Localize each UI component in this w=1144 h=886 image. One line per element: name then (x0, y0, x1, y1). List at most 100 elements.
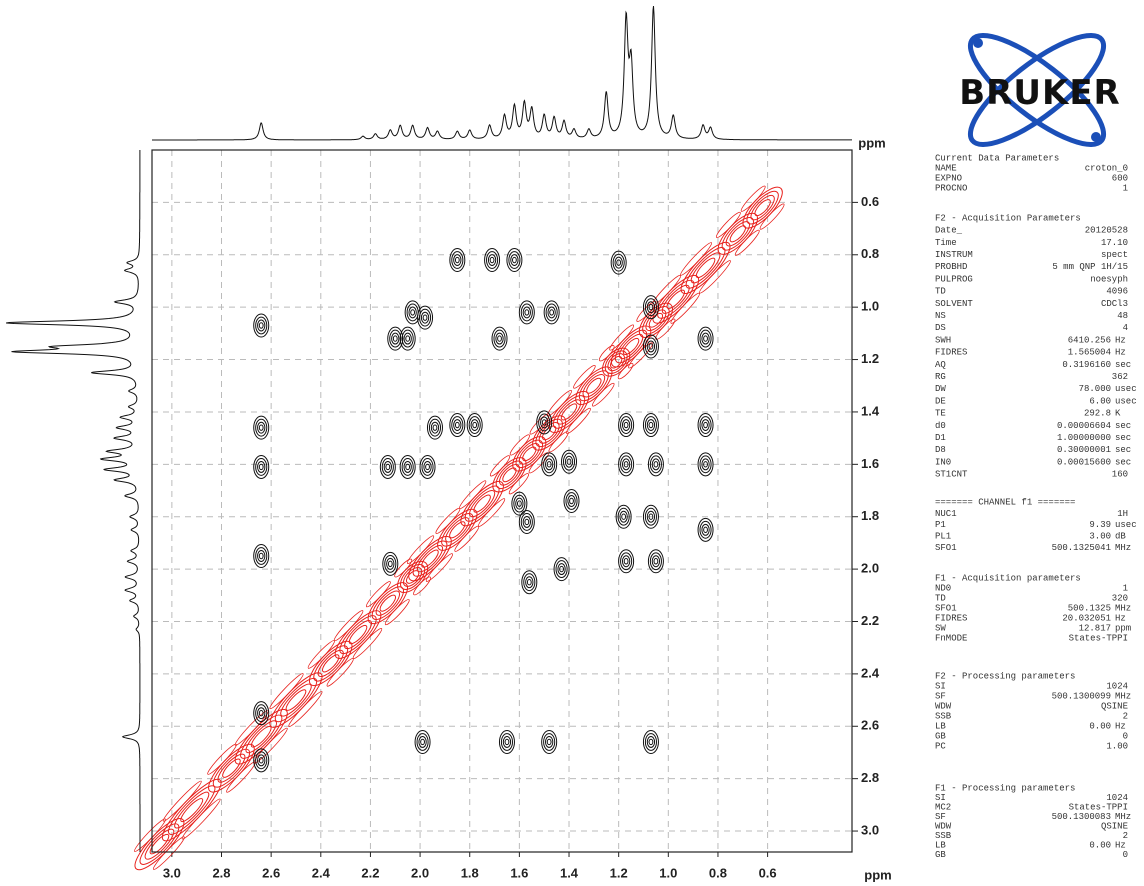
contour-line (729, 225, 747, 243)
contour-line (333, 610, 364, 642)
contour-line (621, 419, 631, 431)
contour-line (464, 485, 500, 522)
contour-line (620, 416, 633, 434)
contour-line (489, 455, 511, 477)
contour-line (617, 362, 634, 380)
parameter-key: PL1 (935, 532, 951, 542)
parameter-key: MC2 (935, 802, 951, 812)
parameter-key: SI (935, 681, 946, 691)
contour-line (421, 458, 434, 476)
parameter-section-title: F2 - Processing parameters (935, 671, 1075, 681)
parameter-value: 0 (1123, 731, 1128, 741)
contour-line (561, 449, 578, 474)
contour-line (269, 672, 323, 728)
cross-peak (697, 413, 714, 438)
contour-line (618, 549, 635, 574)
contour-line (598, 345, 615, 362)
cross-peak (253, 454, 270, 479)
contour-line (541, 729, 558, 754)
parameter-value: 12.817 (1079, 623, 1111, 633)
contour-line (212, 748, 251, 788)
contour-line (524, 518, 530, 526)
contour-line (258, 709, 264, 717)
parameter-key: FIDRES (935, 613, 967, 623)
diagonal-peak (207, 743, 256, 793)
logo-text: BRUKER (959, 73, 1120, 113)
parameter-value: QSINE (1101, 701, 1128, 711)
contour-line (699, 416, 712, 434)
contour-line (459, 480, 487, 509)
parameter-value: croton_0 (1085, 163, 1128, 173)
contour-line (379, 454, 396, 479)
parameter-key: Date_ (935, 226, 963, 236)
contour-line (516, 500, 522, 507)
contour-line (740, 185, 766, 212)
diagonal-peak (547, 389, 591, 434)
contour-line (412, 540, 448, 577)
cross-peak (647, 549, 664, 574)
contour-line (414, 729, 431, 754)
parameter-key: SF (935, 812, 946, 822)
diagonal-peak (459, 480, 506, 527)
contour-line (486, 251, 499, 269)
parameter-key: WDW (935, 701, 952, 711)
contour-line (339, 615, 377, 655)
contour-line (618, 452, 635, 477)
contour-line (313, 645, 349, 682)
contour-line (703, 526, 708, 534)
contour-line (453, 254, 462, 266)
diagonal-peak (134, 818, 185, 871)
parameter-value: States-TPPI (1069, 802, 1128, 812)
contour-line (425, 553, 454, 582)
contour-line (498, 729, 515, 754)
parameter-value: 0.3196160 (1062, 360, 1111, 370)
contour-line (437, 508, 478, 551)
parameter-key: PROBHD (935, 262, 967, 272)
contour-line (253, 313, 270, 338)
contour-line (139, 823, 180, 865)
contour-line (653, 558, 659, 565)
y-tick-label: 1.4 (861, 403, 880, 418)
contour-line (621, 458, 631, 471)
contour-line (566, 407, 591, 434)
parameter-key: IN0 (935, 457, 951, 467)
contour-line (697, 413, 714, 438)
parameter-value: 1024 (1106, 681, 1128, 691)
x-tick-label: 1.0 (659, 865, 677, 880)
parameter-unit: usec (1115, 384, 1137, 394)
y-tick-label: 2.6 (861, 718, 879, 733)
contour-line (257, 707, 266, 720)
contour-line (180, 798, 204, 823)
contour-line (445, 517, 470, 543)
contour-line (386, 557, 395, 570)
contour-line (648, 513, 654, 520)
cross-peak (419, 454, 436, 479)
contour-line (269, 673, 304, 710)
contour-line (754, 199, 771, 217)
x-tick-label: 3.0 (163, 865, 181, 880)
parameter-unit: sec (1115, 360, 1131, 370)
contour-line (666, 289, 686, 309)
contour-line (746, 190, 779, 225)
contour-line (403, 460, 412, 473)
contour-line (512, 256, 517, 264)
contour-line (466, 413, 483, 438)
cross-peak (449, 248, 466, 273)
diagonal-peak (573, 364, 615, 407)
contour-line (258, 424, 264, 431)
contour-line (646, 736, 656, 748)
contour-line (384, 599, 410, 626)
cross-peak (561, 449, 578, 474)
diagonal-peak (489, 455, 529, 495)
contour-line (449, 248, 466, 273)
contour-line (699, 260, 731, 294)
contour-line (521, 570, 538, 595)
cross-peak (541, 729, 558, 754)
contour-line (685, 247, 726, 289)
diagonal-peak (740, 185, 785, 230)
parameter-value: 48 (1117, 311, 1128, 321)
parameter-value: 2 (1123, 711, 1128, 721)
y-tick-label: 1.6 (861, 456, 879, 471)
cross-peak (382, 551, 399, 576)
parameter-unit: Hz (1115, 840, 1126, 850)
